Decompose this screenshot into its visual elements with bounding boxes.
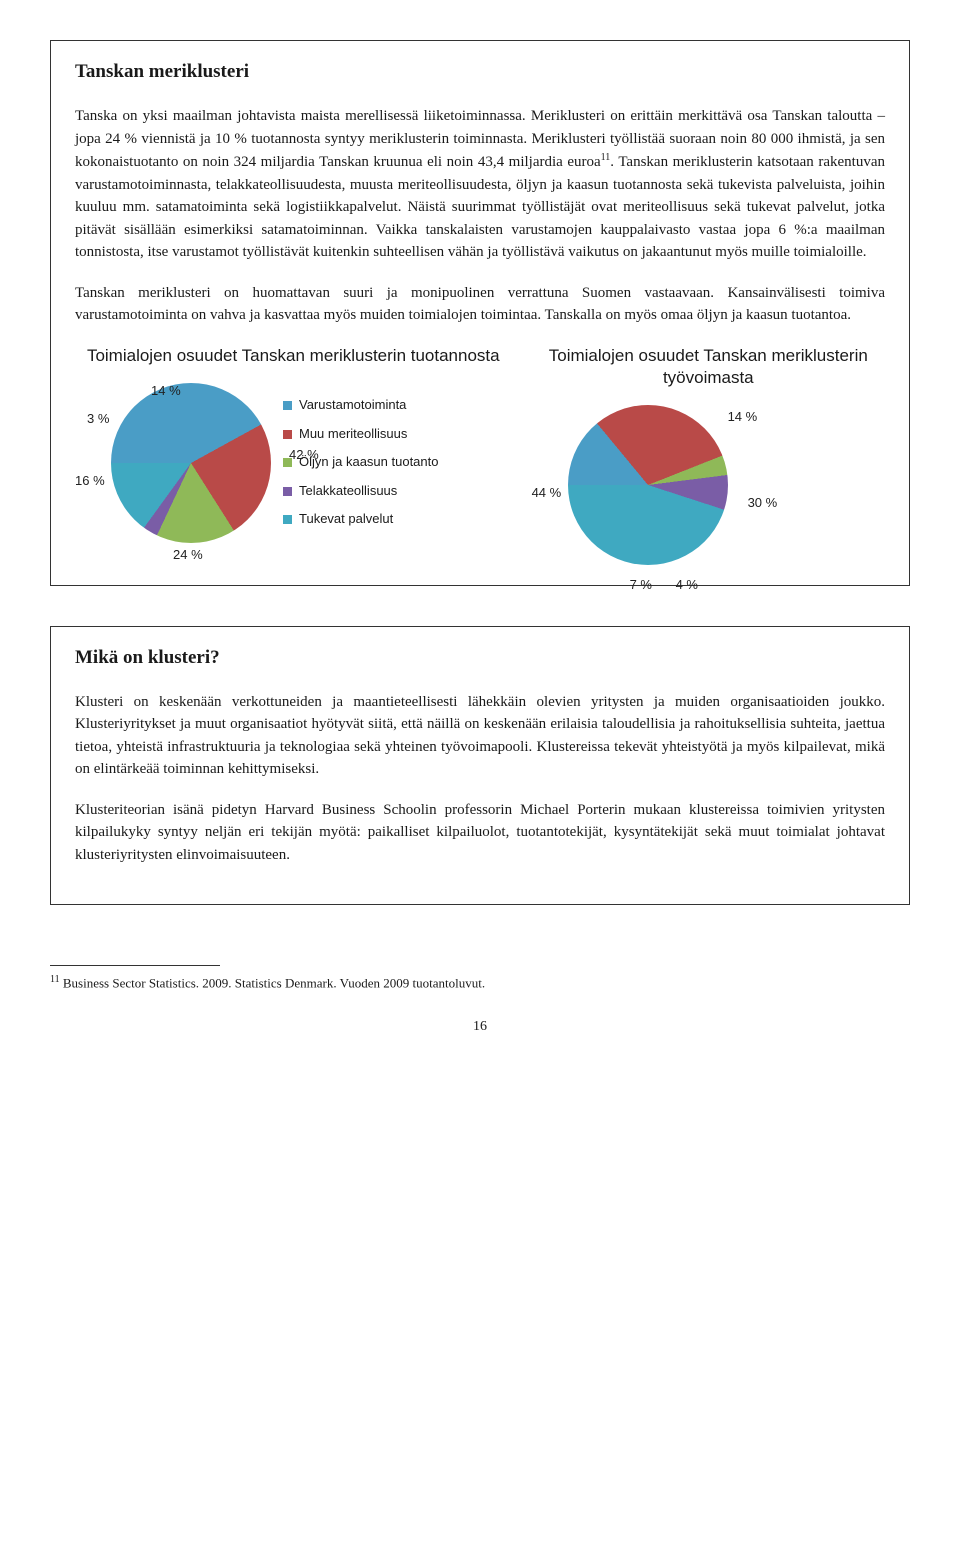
legend-item: Telakkateollisuus [283, 477, 438, 506]
paragraph: Tanska on yksi maailman johtavista maist… [75, 105, 885, 264]
chart-workforce: Toimialojen osuudet Tanskan meriklusteri… [532, 345, 885, 565]
legend-item: Varustamotoiminta [283, 391, 438, 420]
pie-percent-label: 16 % [75, 473, 105, 488]
charts-row: Toimialojen osuudet Tanskan meriklusteri… [75, 345, 885, 565]
chart-production: Toimialojen osuudet Tanskan meriklusteri… [75, 345, 512, 565]
legend-label: Varustamotoiminta [299, 391, 406, 420]
box-title: Mikä on klusteri? [75, 647, 885, 669]
footnote-text: Business Sector Statistics. 2009. Statis… [60, 976, 485, 991]
box-klusteri: Mikä on klusteri? Klusteri on keskenään … [50, 626, 910, 906]
pie-percent-label: 7 % [630, 577, 652, 592]
chart-title: Toimialojen osuudet Tanskan meriklusteri… [75, 345, 512, 367]
pie [111, 383, 271, 543]
legend-label: Tukevat palvelut [299, 505, 393, 534]
legend-label: Muu meriteollisuus [299, 420, 407, 449]
pie-percent-label: 4 % [676, 577, 698, 592]
legend-swatch [283, 515, 292, 524]
footnote-rule [50, 965, 220, 966]
page-number: 16 [50, 1019, 910, 1035]
legend-item: Tukevat palvelut [283, 505, 438, 534]
paragraph: Klusteriteorian isänä pidetyn Harvard Bu… [75, 799, 885, 867]
footnote-ref: 11 [601, 152, 611, 163]
legend: VarustamotoimintaMuu meriteollisuusÖljyn… [283, 391, 438, 534]
legend-swatch [283, 487, 292, 496]
pie-percent-label: 24 % [173, 547, 203, 562]
legend-label: Telakkateollisuus [299, 477, 397, 506]
footnote-marker: 11 [50, 974, 60, 985]
legend-label: Öljyn ja kaasun tuotanto [299, 448, 438, 477]
pie [568, 405, 728, 565]
pie-percent-label: 14 % [151, 383, 181, 398]
chart-title: Toimialojen osuudet Tanskan meriklusteri… [532, 345, 885, 389]
pie-chart-production: 42 %24 %16 %3 %14 % [111, 383, 271, 543]
legend-item: Muu meriteollisuus [283, 420, 438, 449]
paragraph: Klusteri on keskenään verkottuneiden ja … [75, 691, 885, 781]
pie-percent-label: 44 % [532, 485, 562, 500]
pie-percent-label: 3 % [87, 411, 109, 426]
box-title: Tanskan meriklusteri [75, 61, 885, 83]
footnote: 11 Business Sector Statistics. 2009. Sta… [50, 972, 910, 993]
legend-swatch [283, 401, 292, 410]
pie-percent-label: 30 % [748, 495, 778, 510]
legend-swatch [283, 430, 292, 439]
box-meriklusteri: Tanskan meriklusteri Tanska on yksi maai… [50, 40, 910, 586]
pie-percent-label: 14 % [728, 409, 758, 424]
pie-chart-workforce: 14 %30 %4 %7 %44 % [568, 405, 728, 565]
paragraph: Tanskan meriklusteri on huomattavan suur… [75, 282, 885, 327]
pie-percent-label: 42 % [289, 447, 319, 462]
